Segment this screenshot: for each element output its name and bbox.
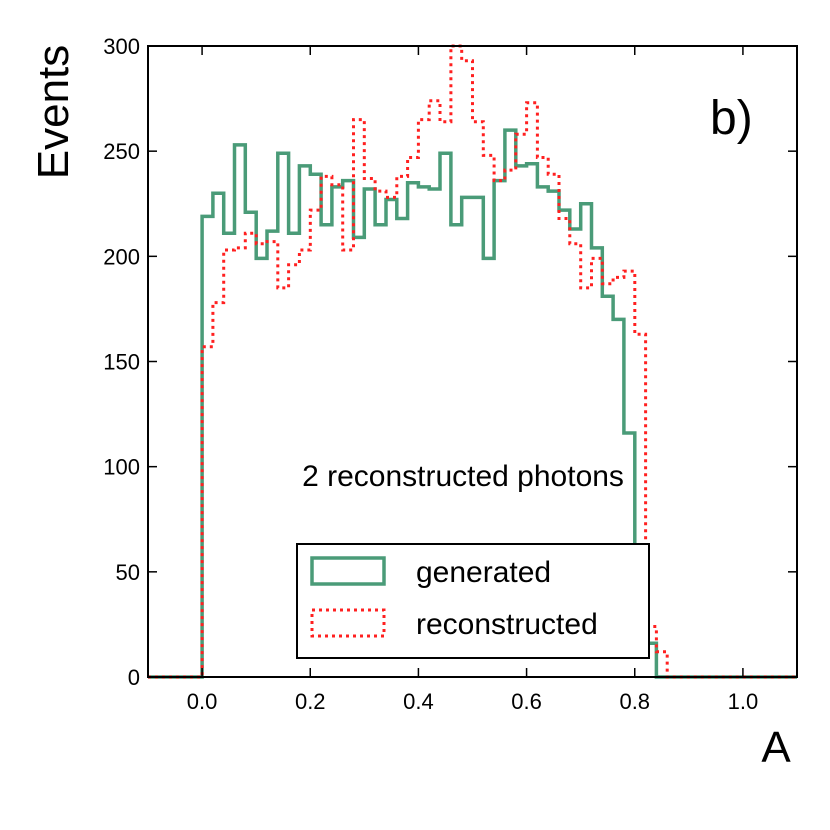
- x-tick-label: 0.8: [619, 689, 650, 714]
- x-tick-label: 0.6: [511, 689, 542, 714]
- legend-swatch-generated: [310, 556, 386, 586]
- legend-label-generated: generated: [416, 556, 551, 589]
- y-tick-label: 50: [116, 560, 140, 585]
- ticks-layer: 0.0 0.2 0.4 0.6 0.8 1.0 0 50 100 150 200 250 300: [103, 34, 797, 714]
- y-tick-label: 0: [128, 665, 140, 690]
- x-tick-label: 0.4: [403, 689, 434, 714]
- y-tick-label: 200: [103, 244, 140, 269]
- annotation-text: 2 reconstructed photons: [302, 460, 624, 493]
- panel-label: b): [710, 92, 753, 145]
- series-generated: [148, 128, 797, 679]
- y-tick-label: 300: [103, 34, 140, 59]
- x-tick-label: 0.2: [295, 689, 326, 714]
- series-layer: [148, 44, 797, 679]
- x-tick-label: 0.0: [187, 689, 218, 714]
- y-tick-label: 100: [103, 455, 140, 480]
- y-tick-label: 250: [103, 139, 140, 164]
- legend-box: [296, 543, 650, 659]
- x-axis-title: A: [761, 723, 791, 772]
- x-tick-label: 1.0: [728, 689, 759, 714]
- y-axis-title: Events: [29, 45, 78, 180]
- y-tick-label: 150: [103, 350, 140, 375]
- legend-swatch-reconstructed: [310, 608, 386, 638]
- series-reconstructed: [148, 44, 797, 679]
- legend: generated reconstructed: [296, 543, 650, 659]
- legend-label-reconstructed: reconstructed: [416, 608, 598, 641]
